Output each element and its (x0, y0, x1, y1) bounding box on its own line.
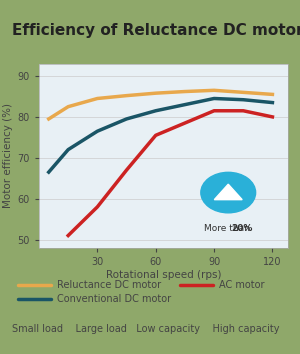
Polygon shape (214, 184, 242, 200)
Y-axis label: Motor efficiency (%): Motor efficiency (%) (3, 103, 14, 208)
Circle shape (201, 172, 256, 213)
Text: Small load    Large load   Low capacity    High capacity: Small load Large load Low capacity High … (12, 324, 280, 334)
Text: AC motor: AC motor (219, 280, 265, 290)
Text: More than: More than (204, 224, 253, 233)
X-axis label: Rotational speed (rps): Rotational speed (rps) (106, 270, 221, 280)
Text: Conventional DC motor: Conventional DC motor (57, 294, 171, 304)
Text: Reluctance DC motor: Reluctance DC motor (57, 280, 161, 290)
Text: Efficiency of Reluctance DC motor⁴: Efficiency of Reluctance DC motor⁴ (12, 23, 300, 38)
Text: 20%: 20% (231, 224, 253, 233)
